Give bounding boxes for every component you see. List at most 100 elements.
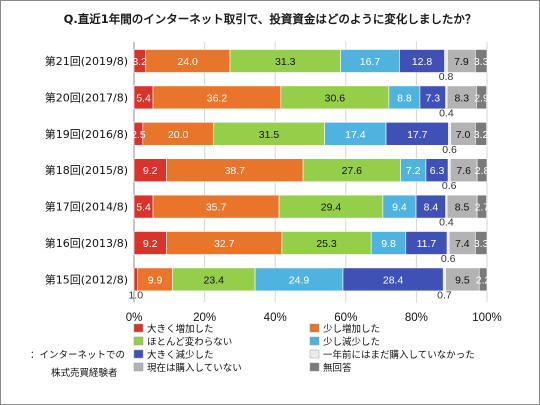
value-label: 7.3: [426, 92, 441, 104]
value-label: 38.7: [225, 165, 246, 177]
value-label: 0.6: [442, 180, 457, 192]
note-line-1: ：インターネットでの: [30, 350, 125, 361]
value-label: 0.6: [441, 253, 456, 265]
value-label: 9.4: [392, 202, 407, 214]
value-label: 24.0: [177, 56, 198, 68]
legend-label: 大きく増加した: [147, 323, 214, 335]
value-label: 2.2: [476, 274, 491, 286]
value-label: 8.5: [455, 202, 470, 214]
legend-label: 一年前にはまだ購入していなかった: [323, 349, 475, 361]
bar-segment: [476, 158, 488, 182]
value-label: 27.6: [342, 165, 363, 177]
value-label: 7.0: [456, 129, 471, 141]
value-label: 7.9: [454, 56, 469, 68]
note-line-2: 株式売買経験者: [51, 367, 118, 379]
value-label: 3.2: [474, 129, 489, 141]
category-label: 第19回(2016/8): [45, 127, 128, 141]
x-tick-label: 60%: [334, 312, 357, 324]
category-label: 第16回(2013/8): [45, 236, 128, 250]
legend-label: 無回答: [323, 362, 352, 374]
x-tick-label: 20%: [193, 312, 216, 324]
bar-segment: [478, 267, 488, 292]
value-label: 12.8: [412, 56, 433, 68]
value-label: 24.9: [289, 274, 310, 286]
value-label: 0.4: [439, 107, 454, 119]
category-label: 第15回(2012/8): [45, 272, 128, 286]
legend-swatch: [133, 362, 144, 372]
legend-swatch: [309, 362, 320, 372]
legend-label: 大きく減少した: [147, 349, 214, 361]
x-axis: 0% 20% 40% 60% 80% 100%: [126, 312, 502, 324]
category-labels: 第21回(2019/8) 第20回(2017/8) 第19回(2016/8) 第18回…: [45, 54, 128, 286]
value-label: 2.8: [475, 165, 490, 177]
value-label: 6.3: [430, 165, 445, 177]
bar-segment: [444, 49, 448, 73]
bar-segment: [475, 231, 488, 255]
value-label: 20.0: [168, 129, 189, 141]
value-label: 0.4: [439, 217, 454, 229]
value-label: 9.5: [455, 274, 470, 286]
x-tick-label: 80%: [405, 312, 428, 324]
value-label: 2.7: [475, 202, 490, 214]
legend-label: 現在は購入していない: [147, 362, 242, 374]
x-tick-label: 100%: [472, 312, 501, 324]
value-label: 7.2: [406, 165, 421, 177]
value-label: 30.6: [325, 92, 346, 104]
category-label: 第18回(2015/8): [45, 163, 128, 177]
value-label: 32.7: [214, 238, 235, 250]
value-label: 17.4: [345, 129, 366, 141]
legend-label: 少し増加した: [323, 323, 380, 335]
bar-segment: [475, 49, 488, 73]
bar-segment: [475, 122, 487, 146]
value-label: 7.4: [455, 238, 470, 250]
value-label: 3.2: [132, 56, 147, 68]
value-label: 2.9: [474, 92, 489, 104]
bar-segment: [442, 267, 446, 292]
value-label: 35.7: [206, 202, 227, 214]
value-label: 9.9: [148, 274, 163, 286]
value-label: 0.8: [439, 71, 454, 83]
value-label: 23.4: [204, 274, 225, 286]
note-block: ：インターネットでの 株式売買経験者: [30, 350, 125, 379]
value-label: 8.4: [424, 202, 439, 214]
value-label: 36.2: [207, 92, 228, 104]
legend-swatch: [133, 349, 144, 359]
value-label: 5.4: [136, 92, 151, 104]
value-label: 9.2: [143, 165, 158, 177]
value-label: 11.7: [417, 238, 437, 250]
value-label: 5.4: [136, 202, 151, 214]
value-label: 3.3: [474, 56, 489, 68]
bar-segment: [476, 194, 487, 219]
plot-area: [133, 42, 488, 302]
legend-swatch: [309, 323, 320, 333]
legend-swatch: [309, 349, 320, 359]
value-label: 17.7: [407, 129, 428, 141]
value-label: 31.3: [275, 56, 296, 68]
value-label: 0.7: [437, 289, 452, 301]
value-labels: 3.2 24.0 31.3 16.7 12.8 0.87.9 3.3 5.4 36.2 30.6 8…: [128, 56, 490, 301]
legend-label: 少し減少した: [323, 336, 380, 348]
x-tick-label: 0%: [126, 312, 143, 324]
value-label: 28.4: [383, 274, 404, 286]
bar-segment: [448, 122, 451, 146]
value-label: 9.2: [143, 238, 158, 250]
legend-swatch: [133, 323, 144, 333]
value-label: 2.5: [131, 129, 146, 141]
legend-swatch: [309, 336, 320, 346]
value-label: 8.3: [454, 92, 469, 104]
value-label: 16.7: [360, 56, 381, 68]
value-label: 0.6: [442, 144, 457, 156]
value-label: 9.8: [381, 238, 396, 250]
value-label: 7.6: [456, 165, 471, 177]
bar-segment: [446, 231, 450, 255]
category-label: 第21回(2019/8): [45, 54, 128, 68]
chart-title: Q.直近1年間のインターネット取引で、投資資金はどのように変化しましたか？: [64, 12, 477, 26]
value-label: 29.4: [321, 202, 342, 214]
value-label: 3.3: [474, 238, 489, 250]
category-label: 第17回(2014/8): [45, 200, 128, 214]
legend-swatch: [133, 336, 144, 346]
value-label: 1.0: [128, 289, 143, 301]
bar-segment: [476, 85, 487, 110]
